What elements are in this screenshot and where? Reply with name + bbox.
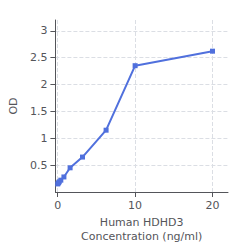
svg-text:3: 3: [40, 24, 47, 37]
svg-text:0: 0: [54, 199, 61, 212]
svg-text:0.5: 0.5: [30, 159, 48, 172]
svg-text:Concentration (ng/ml): Concentration (ng/ml): [81, 230, 202, 243]
svg-text:2: 2: [40, 78, 47, 91]
svg-text:1: 1: [40, 132, 47, 145]
svg-text:OD: OD: [7, 97, 20, 114]
svg-text:10: 10: [128, 199, 142, 212]
svg-text:1.5: 1.5: [30, 105, 48, 118]
svg-text:20: 20: [206, 199, 220, 212]
svg-text:2.5: 2.5: [30, 51, 48, 64]
svg-text:Human HDHD3: Human HDHD3: [100, 216, 184, 229]
